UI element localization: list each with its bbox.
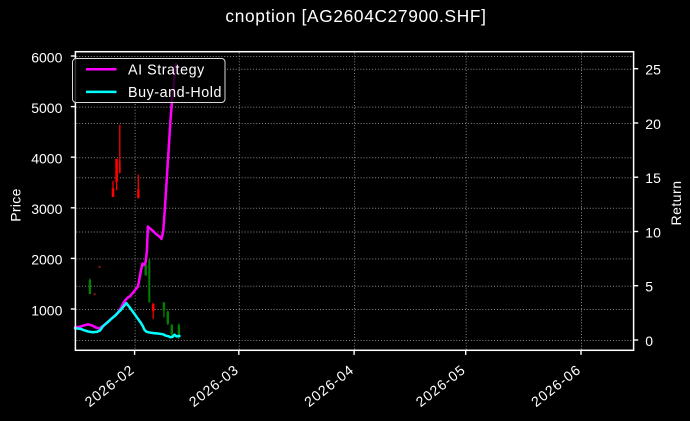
svg-text:20: 20	[645, 116, 661, 132]
svg-text:25: 25	[645, 62, 661, 78]
svg-text:3000: 3000	[31, 201, 62, 217]
svg-text:5: 5	[645, 279, 653, 295]
svg-text:15: 15	[645, 170, 661, 186]
svg-text:4000: 4000	[31, 151, 62, 167]
svg-text:AI Strategy: AI Strategy	[128, 63, 205, 79]
svg-text:cnoption [AG2604C27900.SHF]: cnoption [AG2604C27900.SHF]	[225, 6, 486, 26]
svg-text:5000: 5000	[31, 100, 62, 116]
svg-text:6000: 6000	[31, 49, 62, 65]
svg-text:Buy-and-Hold: Buy-and-Hold	[128, 85, 222, 101]
svg-text:2000: 2000	[31, 252, 62, 268]
svg-text:10: 10	[645, 225, 661, 241]
svg-text:Return: Return	[668, 180, 684, 225]
svg-text:1000: 1000	[31, 302, 62, 318]
svg-text:0: 0	[645, 333, 653, 349]
svg-text:Price: Price	[8, 188, 24, 221]
